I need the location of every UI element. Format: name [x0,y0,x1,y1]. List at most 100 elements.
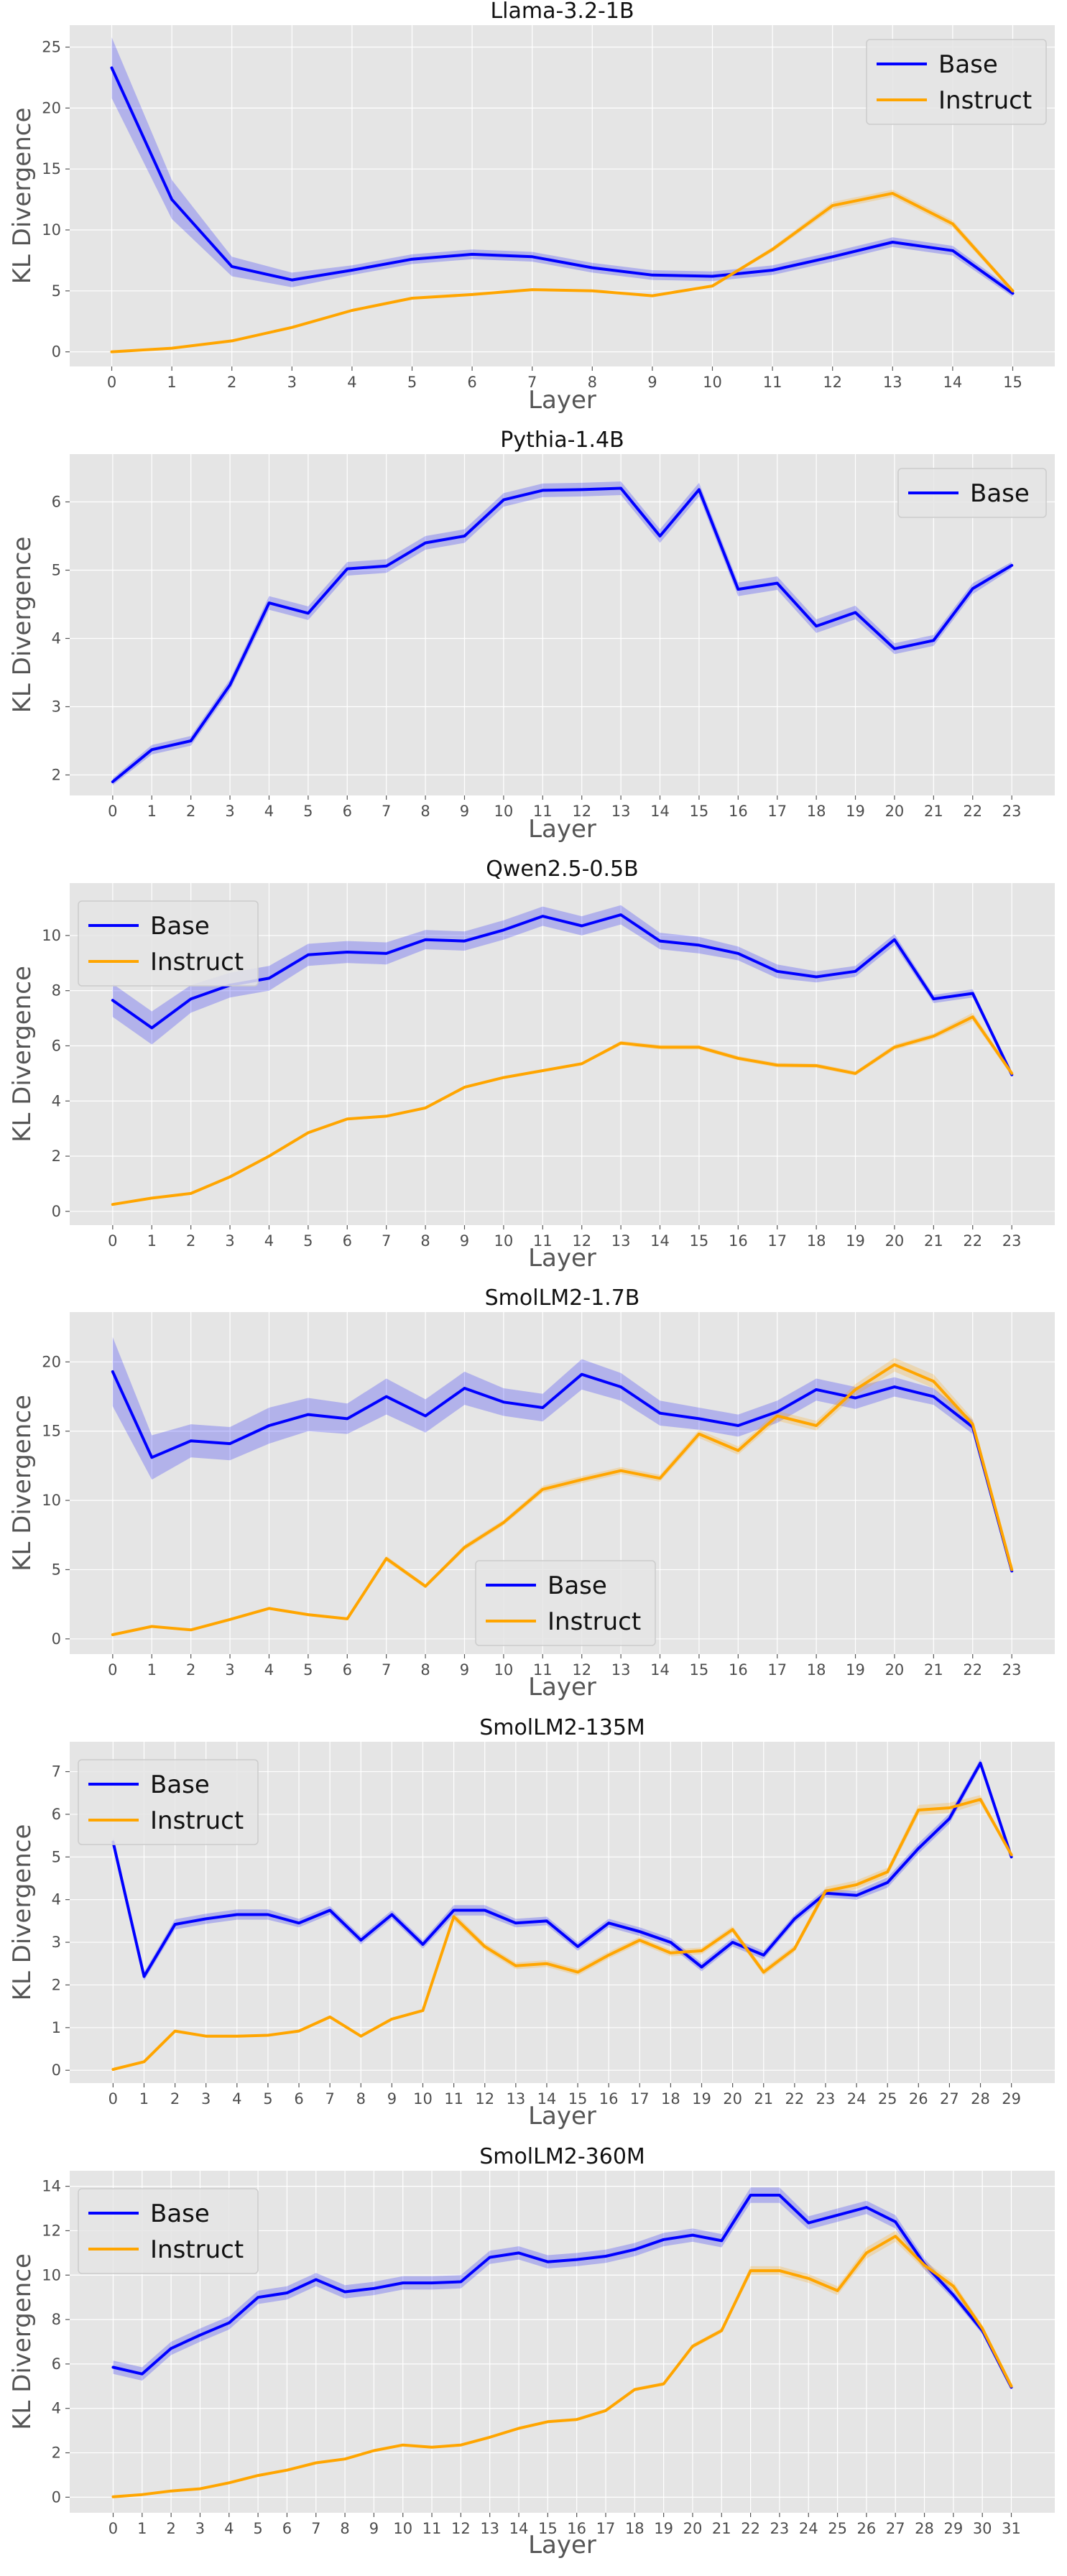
data-point-instruct [700,1949,704,1953]
data-point-base [775,969,780,974]
x-tick-label: 10 [494,803,514,820]
legend-box [897,468,1047,518]
data-point-instruct [619,1041,623,1045]
data-point-instruct [149,1625,154,1629]
data-point-base [731,1940,735,1944]
data-point-instruct [198,2487,203,2491]
data-point-base [140,2372,144,2376]
x-tick-label: 20 [885,1232,905,1250]
x-tick-label: 21 [712,2520,731,2537]
chart-panel-2: 0 1 2 3 4 5 6 7 8 9 10 11 12 13 14 15 16 17 18 19 20 21 22 2323… [8,428,1055,844]
legend: Base [897,468,1047,518]
y-tick-label: 20 [42,1353,61,1370]
data-point-instruct [452,1914,456,1919]
data-point-base [697,487,701,491]
y-axis-label: KL Divergence [8,537,37,714]
x-tick-label: 13 [480,2520,499,2537]
chart-panel-5: 0 1 2 3 4 5 6 7 8 9 10 11 12 13 14 15 16 17 18 19 20 21 22 23 24… [8,1715,1055,2130]
data-point-instruct [971,1015,975,1019]
data-point-instruct [864,2250,869,2255]
x-tick-label: 14 [537,2090,557,2108]
data-point-base [423,938,428,942]
x-tick-label: 16 [599,2090,619,2108]
x-tick-label: 4 [347,374,356,391]
legend: Base Instruct [78,900,259,987]
data-point-instruct [916,1808,920,1812]
data-point-base [814,624,818,628]
x-tick-label: 2 [170,2090,180,2108]
data-point-instruct [885,1870,890,1874]
data-point-base [267,601,272,605]
data-point-base [690,2233,695,2238]
data-point-instruct [1010,1071,1014,1076]
x-tick-label: 7 [382,803,391,820]
x-tick-label: 13 [611,1661,631,1679]
data-point-base [619,486,623,491]
data-point-instruct [204,2034,208,2039]
x-tick-label: 17 [630,2090,650,2108]
data-point-base [749,2193,753,2197]
data-point-base [149,1026,154,1030]
x-axis-label: Layer [528,2531,596,2559]
y-tick-label: 0 [52,1630,61,1648]
y-tick-label: 2 [52,767,61,784]
chart-title: Qwen2.5-0.5B [486,857,638,882]
x-tick-label: 21 [924,1661,943,1679]
data-point-base [149,1455,154,1459]
series-line-base [111,1370,1014,1573]
data-point-base [658,534,662,538]
y-tick-label: 0 [52,2062,61,2079]
data-point-instruct [389,2017,394,2021]
data-point-base [662,2238,666,2242]
data-point-instruct [430,2445,434,2450]
y-tick-label: 0 [52,2488,61,2506]
data-point-base [306,611,310,615]
x-tick-label: 3 [225,1661,234,1679]
data-point-base [916,1846,920,1850]
data-point-instruct [350,308,354,313]
data-point-instruct [170,346,174,351]
x-tick-label: 18 [807,803,826,820]
x-tick-label: 16 [729,1232,748,1250]
x-tick-label: 9 [387,2090,397,2108]
data-point-instruct [142,2059,147,2064]
data-point-instruct [814,1063,818,1068]
data-point-instruct [149,1196,154,1200]
y-tick-label: 14 [42,2178,61,2195]
x-tick-label: 12 [572,1661,591,1679]
data-point-base [401,2281,405,2285]
data-point-instruct [140,2493,144,2497]
legend: Base Instruct [78,1759,259,1845]
data-point-base [350,268,354,272]
x-tick-label: 15 [690,803,709,820]
data-point-instruct [854,1388,858,1392]
data-point-instruct [345,1617,349,1621]
x-tick-label: 12 [572,1232,591,1250]
x-tick-label: 26 [909,2090,928,2108]
data-point-base [502,498,506,502]
data-point-base [285,2291,289,2295]
data-point-instruct [658,1476,662,1480]
data-point-instruct [619,1469,623,1473]
y-tick-label: 10 [42,2266,61,2284]
data-point-base [979,1761,983,1765]
x-tick-label: 1 [147,803,157,820]
x-tick-label: 5 [407,374,417,391]
x-axis-label: Layer [528,386,596,415]
x-tick-label: 7 [527,374,537,391]
data-point-base [931,1395,936,1399]
data-point-base [517,2250,521,2255]
x-tick-label: 16 [729,1661,748,1679]
data-point-instruct [267,1606,272,1610]
y-tick-label: 4 [52,1891,61,1908]
data-point-base [345,1416,349,1421]
x-tick-label: 12 [451,2520,471,2537]
chart-title: SmolLM2-1.7B [485,1285,640,1311]
x-tick-label: 13 [506,2090,525,2108]
data-point-instruct [384,1114,389,1118]
x-tick-label: 28 [971,2090,990,2108]
data-point-base [297,1921,301,1925]
chart-panel-3: 0 1 2 3 4 5 6 7 8 9 10 11 12 13 14 15 16 17 18 19 20 21 22 2302… [8,857,1055,1273]
data-point-base [345,950,349,954]
x-tick-label: 21 [754,2090,773,2108]
